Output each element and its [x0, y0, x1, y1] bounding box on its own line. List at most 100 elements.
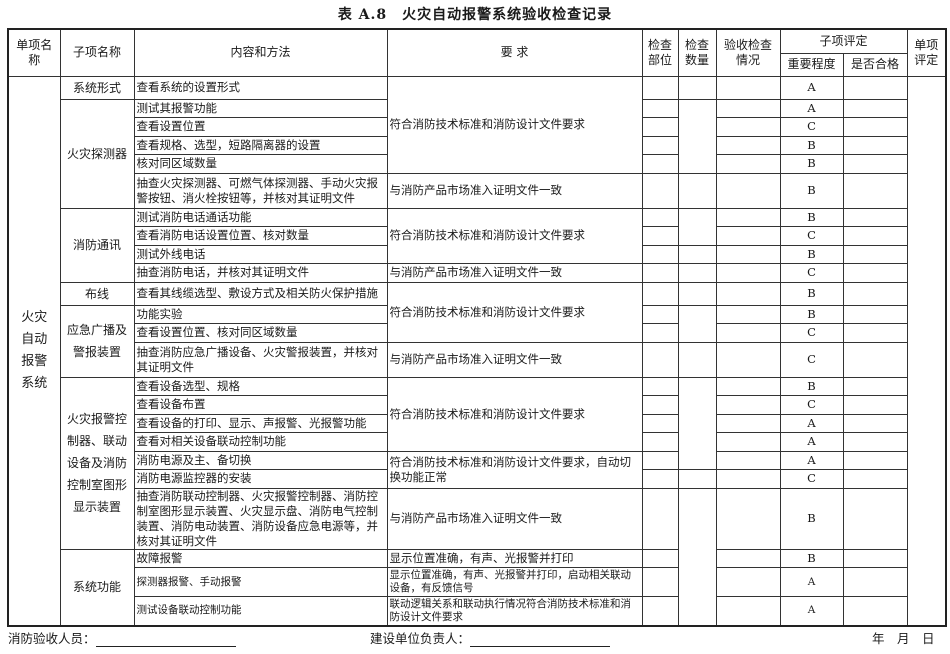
check-location-cell[interactable]: [641, 323, 679, 343]
acceptance-status-cell[interactable]: [715, 548, 781, 568]
qualified-cell[interactable]: [842, 469, 908, 489]
qualified-cell[interactable]: [842, 98, 908, 118]
acceptance-record-table: 单项名称 子项名称 内容和方法 要 求 检查部位 检查数量 验收检查情况 子项评…: [7, 28, 948, 627]
acceptance-status-cell[interactable]: [715, 376, 781, 396]
check-location-cell[interactable]: [641, 432, 679, 452]
acceptance-status-cell[interactable]: [715, 487, 781, 550]
check-location-cell[interactable]: [641, 341, 679, 378]
qualified-cell[interactable]: [842, 395, 908, 415]
check-quantity-cell[interactable]: [677, 75, 717, 100]
acceptance-status-cell[interactable]: [715, 395, 781, 415]
table-row: 查看设备的打印、显示、声报警、光报警功能 A: [8, 413, 946, 433]
check-location-cell[interactable]: [641, 281, 679, 306]
check-location-cell[interactable]: [641, 567, 679, 597]
acceptance-status-cell[interactable]: [715, 98, 781, 118]
check-location-cell[interactable]: [641, 304, 679, 324]
acceptance-status-cell[interactable]: [715, 226, 781, 246]
acceptance-status-cell[interactable]: [715, 154, 781, 174]
qualified-cell[interactable]: [842, 304, 908, 324]
acceptance-status-cell[interactable]: [715, 323, 781, 343]
check-location-cell[interactable]: [641, 135, 679, 155]
check-location-cell[interactable]: [641, 75, 679, 100]
check-location-cell[interactable]: [641, 487, 679, 550]
check-location-cell[interactable]: [641, 263, 679, 283]
check-quantity-cell[interactable]: [677, 304, 717, 343]
check-location-cell[interactable]: [641, 469, 679, 489]
check-quantity-cell[interactable]: [677, 98, 717, 174]
qualified-cell[interactable]: [842, 376, 908, 396]
acceptance-status-cell[interactable]: [715, 135, 781, 155]
qualified-cell[interactable]: [842, 548, 908, 568]
qualified-cell[interactable]: [842, 596, 908, 626]
check-quantity-cell[interactable]: [677, 263, 717, 283]
check-quantity-cell[interactable]: [677, 341, 717, 378]
inspector-signature: 消防验收人员：: [8, 628, 236, 647]
check-location-cell[interactable]: [641, 596, 679, 626]
acceptance-status-cell[interactable]: [715, 469, 781, 489]
check-location-cell[interactable]: [641, 548, 679, 568]
acceptance-status-cell[interactable]: [715, 450, 781, 470]
acceptance-status-cell[interactable]: [715, 244, 781, 264]
inspector-signature-line[interactable]: [95, 634, 236, 647]
check-location-cell[interactable]: [641, 207, 679, 227]
check-location-cell[interactable]: [641, 226, 679, 246]
requirement-cell: 符合消防技术标准和消防设计文件要求: [386, 281, 643, 343]
check-location-cell[interactable]: [641, 450, 679, 470]
acceptance-status-cell[interactable]: [715, 117, 781, 137]
qualified-cell[interactable]: [842, 154, 908, 174]
acceptance-status-cell[interactable]: [715, 596, 781, 626]
acceptance-status-cell[interactable]: [715, 263, 781, 283]
acceptance-status-cell[interactable]: [715, 172, 781, 209]
check-location-cell[interactable]: [641, 172, 679, 209]
check-location-cell[interactable]: [641, 98, 679, 118]
acceptance-status-cell[interactable]: [715, 413, 781, 433]
content-method-cell: 抽查消防电话，并核对其证明文件: [133, 263, 388, 283]
qualified-cell[interactable]: [842, 135, 908, 155]
check-location-cell[interactable]: [641, 117, 679, 137]
header-qualified: 是否合格: [842, 52, 908, 77]
check-quantity-cell[interactable]: [677, 487, 717, 626]
header-sub-item-eval: 子项评定: [779, 28, 908, 54]
qualified-cell[interactable]: [842, 226, 908, 246]
qualified-cell[interactable]: [842, 450, 908, 470]
qualified-cell[interactable]: [842, 341, 908, 378]
check-quantity-cell[interactable]: [677, 207, 717, 246]
acceptance-status-cell[interactable]: [715, 567, 781, 597]
qualified-cell[interactable]: [842, 432, 908, 452]
check-location-cell[interactable]: [641, 244, 679, 264]
check-location-cell[interactable]: [641, 154, 679, 174]
acceptance-status-cell[interactable]: [715, 304, 781, 324]
qualified-cell[interactable]: [842, 323, 908, 343]
check-quantity-cell[interactable]: [677, 469, 717, 489]
qualified-cell[interactable]: [842, 567, 908, 597]
requirement-cell: 联动逻辑关系和联动执行情况符合消防技术标准和消防设计文件要求: [386, 596, 643, 626]
acceptance-status-cell[interactable]: [715, 341, 781, 378]
check-quantity-cell[interactable]: [677, 172, 717, 209]
acceptance-status-cell[interactable]: [715, 432, 781, 452]
qualified-cell[interactable]: [842, 207, 908, 227]
importance-cell: B: [779, 487, 844, 550]
qualified-cell[interactable]: [842, 413, 908, 433]
qualified-cell[interactable]: [842, 117, 908, 137]
qualified-cell[interactable]: [842, 281, 908, 306]
check-location-cell[interactable]: [641, 395, 679, 415]
content-method-cell: 探测器报警、手动报警: [133, 567, 388, 597]
qualified-cell[interactable]: [842, 487, 908, 550]
acceptance-status-cell[interactable]: [715, 281, 781, 306]
item-eval-cell[interactable]: [906, 75, 947, 626]
acceptance-status-cell[interactable]: [715, 207, 781, 227]
qualified-cell[interactable]: [842, 263, 908, 283]
qualified-cell[interactable]: [842, 75, 908, 100]
qualified-cell[interactable]: [842, 244, 908, 264]
qualified-cell[interactable]: [842, 172, 908, 209]
owner-signature-line[interactable]: [470, 634, 611, 647]
check-location-cell[interactable]: [641, 376, 679, 396]
check-quantity-cell[interactable]: [677, 281, 717, 306]
check-quantity-cell[interactable]: [677, 244, 717, 264]
item-name-line: 报警: [21, 353, 48, 369]
acceptance-status-cell[interactable]: [715, 75, 781, 100]
header-content-method: 内容和方法: [133, 28, 388, 77]
importance-cell: B: [779, 281, 844, 306]
check-quantity-cell[interactable]: [677, 376, 717, 470]
check-location-cell[interactable]: [641, 413, 679, 433]
